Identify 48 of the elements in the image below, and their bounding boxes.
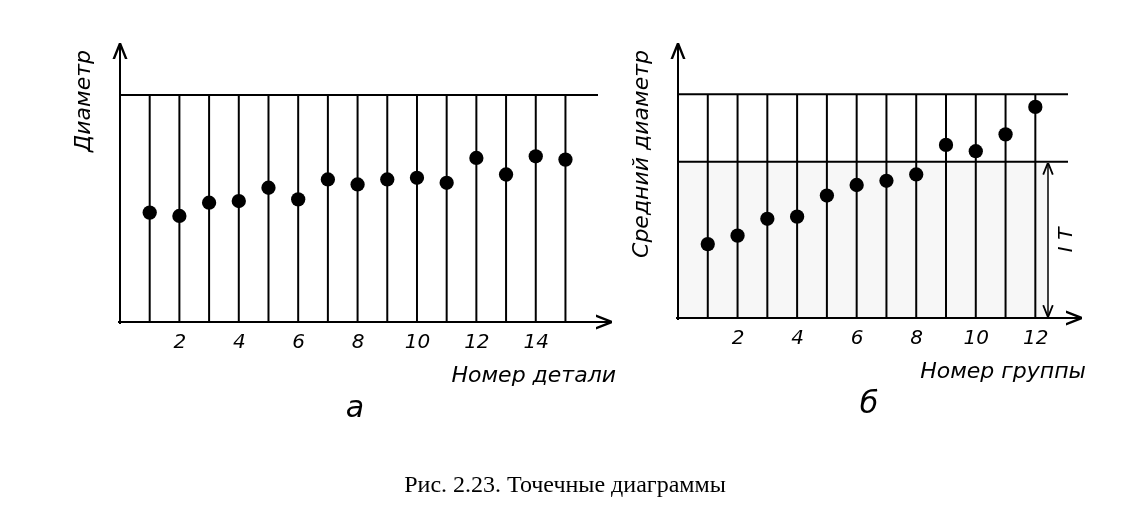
x-tick-label: 12	[464, 329, 490, 354]
point	[789, 209, 805, 224]
x-tick-label: 2	[173, 329, 187, 354]
point	[558, 152, 573, 167]
x-tick-label: 10	[404, 329, 431, 354]
point	[819, 188, 835, 203]
point	[201, 195, 217, 210]
point	[700, 236, 715, 252]
x-axis-title: Номер детали	[451, 362, 616, 387]
x-tick-label: 6	[292, 329, 306, 354]
text: а	[345, 389, 365, 424]
point	[879, 173, 894, 188]
point	[350, 177, 365, 192]
x-tick-label: 4	[791, 325, 804, 350]
point	[172, 208, 187, 224]
point	[409, 170, 425, 185]
point	[469, 150, 484, 166]
x-axis-title: Номер группы	[920, 358, 1086, 383]
y-axis-title: Диаметр	[70, 50, 95, 153]
point	[380, 172, 395, 187]
x-tick-label: 6	[850, 325, 864, 350]
text: Рис. 2.23. Точечные диаграммы	[404, 471, 726, 497]
point	[320, 172, 336, 187]
point	[849, 177, 864, 193]
point	[938, 137, 954, 153]
x-tick-label: 4	[232, 329, 246, 354]
point	[498, 167, 514, 182]
x-tick-label: 2	[731, 325, 745, 350]
x-tick-label: 12	[1023, 325, 1049, 350]
band-label: I T	[1053, 225, 1077, 253]
point	[528, 149, 543, 164]
point	[730, 228, 745, 243]
point	[142, 205, 157, 220]
point	[998, 127, 1013, 142]
x-tick-label: 14	[523, 329, 549, 354]
x-tick-label: 8	[910, 325, 924, 350]
y-axis-title: Средний диаметр	[628, 50, 653, 258]
point	[1028, 99, 1043, 115]
point	[439, 175, 454, 190]
text: б	[859, 385, 879, 420]
x-tick-label: 8	[351, 329, 365, 354]
point	[760, 211, 775, 226]
point	[909, 167, 924, 182]
point	[291, 192, 306, 207]
point	[968, 144, 983, 159]
point	[261, 180, 276, 195]
point	[231, 193, 246, 209]
x-tick-label: 10	[963, 325, 989, 350]
